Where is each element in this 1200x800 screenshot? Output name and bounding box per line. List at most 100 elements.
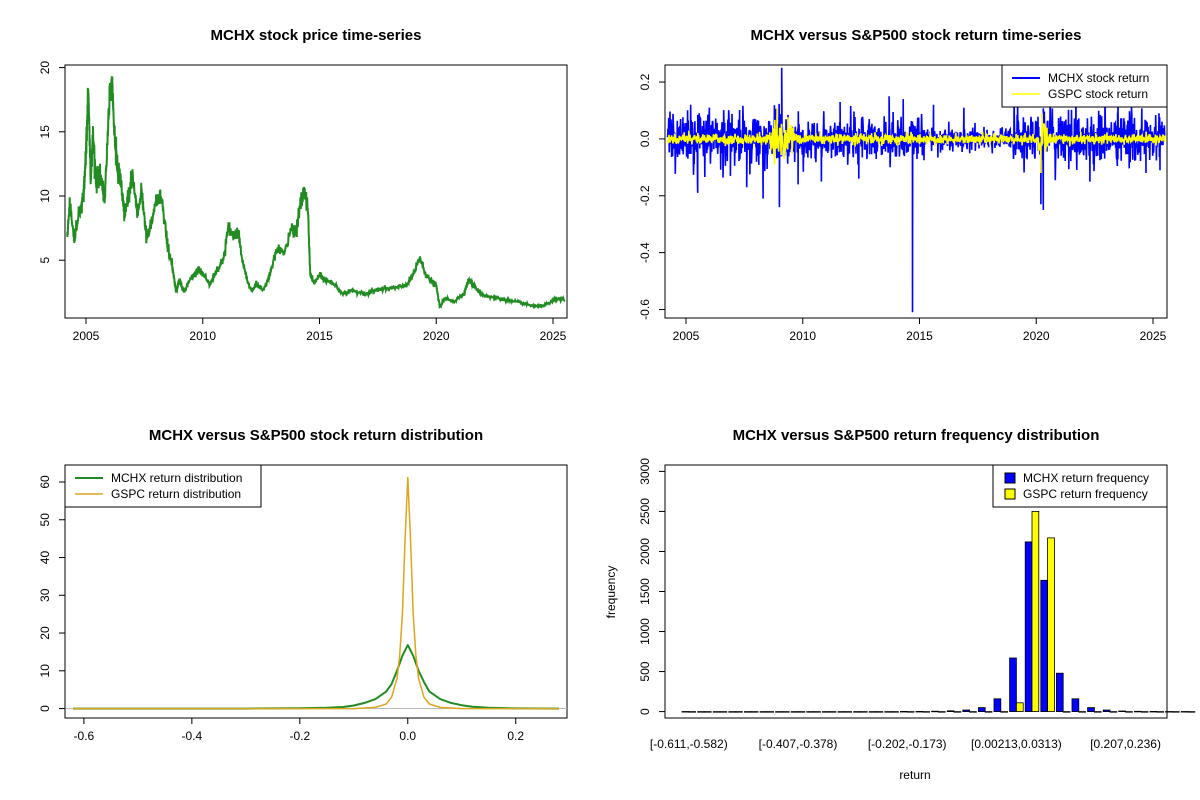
gspc-frequency-bar xyxy=(938,711,946,713)
gspc-frequency-bar xyxy=(1172,711,1180,713)
y-tick-label: 20 xyxy=(38,61,52,75)
gspc-frequency-bar xyxy=(1094,711,1102,713)
mchx-frequency-bar xyxy=(946,710,955,712)
gspc-density-line xyxy=(73,476,559,710)
mchx-frequency-bar xyxy=(759,711,768,713)
price-series-line xyxy=(66,76,566,310)
x-tick-label: 2020 xyxy=(423,329,450,343)
category-label: [-0.202,-0.173) xyxy=(868,737,947,751)
density-chart-title: MCHX versus S&P500 stock return distribu… xyxy=(149,427,483,444)
mchx-frequency-bar xyxy=(1009,657,1017,712)
y-tick-label: 30 xyxy=(38,588,52,602)
gspc-frequency-bar xyxy=(969,711,977,713)
y-tick-label: 2500 xyxy=(638,498,652,525)
legend-label: GSPC return distribution xyxy=(111,487,241,501)
y-tick-label: 2000 xyxy=(638,538,652,565)
frequency-chart-title: MCHX versus S&P500 return frequency dist… xyxy=(733,427,1100,444)
gspc-frequency-bar xyxy=(766,711,774,713)
gspc-frequency-bar xyxy=(813,711,821,713)
gspc-return-line xyxy=(666,107,1166,174)
legend-label: MCHX return distribution xyxy=(111,471,242,485)
y-tick-label: 0 xyxy=(638,708,652,715)
x-tick-label: 2025 xyxy=(540,329,567,343)
y-tick-label: 5 xyxy=(38,257,52,264)
category-label: [-0.611,-0.582) xyxy=(650,737,728,751)
gspc-frequency-bar xyxy=(875,711,884,713)
gspc-frequency-bar xyxy=(860,711,868,713)
mchx-frequency-bar xyxy=(1180,711,1189,713)
mchx-frequency-bar xyxy=(1149,711,1158,713)
x-tick-label: 2010 xyxy=(189,329,216,343)
x-tick-label: 2005 xyxy=(673,329,700,343)
y-tick-label: 40 xyxy=(38,551,52,565)
gspc-frequency-bar xyxy=(688,711,696,713)
gspc-frequency-bar xyxy=(735,711,743,713)
mchx-frequency-bar xyxy=(712,711,721,713)
mchx-frequency-bar xyxy=(822,711,830,713)
mchx-frequency-bar xyxy=(790,711,799,713)
y-tick-label: 3000 xyxy=(638,458,652,485)
mchx-frequency-bar xyxy=(1071,698,1080,712)
y-tick-label: 500 xyxy=(638,661,652,681)
gspc-frequency-bar xyxy=(1187,711,1196,713)
x-tick-label: 0.0 xyxy=(399,729,416,743)
legend-swatch xyxy=(1004,488,1016,500)
x-tick-label: -0.4 xyxy=(182,729,203,743)
gspc-frequency-bar xyxy=(750,711,759,713)
y-tick-label: 10 xyxy=(38,189,52,203)
gspc-frequency-bar xyxy=(1109,711,1118,713)
return-ts-chart-title: MCHX versus S&P500 stock return time-ser… xyxy=(751,27,1082,44)
gspc-frequency-bar xyxy=(1031,510,1040,712)
x-tick-label: 2010 xyxy=(789,329,816,343)
gspc-frequency-bar xyxy=(953,711,962,713)
mchx-frequency-bar xyxy=(1118,710,1127,713)
y-tick-label: 0 xyxy=(38,705,52,712)
mchx-frequency-bar xyxy=(962,709,970,713)
mchx-frequency-bar xyxy=(978,707,986,712)
gspc-frequency-bar xyxy=(782,711,790,713)
gspc-frequency-bar xyxy=(1078,711,1087,713)
legend-swatch xyxy=(1004,472,1016,484)
y-tick-label: 0.0 xyxy=(638,130,652,147)
gspc-frequency-bar xyxy=(1125,711,1133,713)
x-tick-label: 2015 xyxy=(306,329,333,343)
category-label: [0.207,0.236) xyxy=(1090,737,1161,751)
gspc-frequency-bar xyxy=(1000,711,1008,713)
y-tick-label: -0.2 xyxy=(638,185,652,206)
gspc-frequency-bar xyxy=(797,711,806,713)
x-tick-label: -0.6 xyxy=(74,729,95,743)
gspc-frequency-bar xyxy=(1140,711,1149,713)
x-tick-label: -0.2 xyxy=(289,729,310,743)
category-label: [0.00213,0.0313) xyxy=(971,737,1062,751)
gspc-frequency-bar xyxy=(844,711,852,713)
gspc-frequency-bar xyxy=(891,711,899,713)
mchx-frequency-bar xyxy=(1040,579,1049,712)
gspc-frequency-bar xyxy=(704,711,712,713)
y-tick-label: 60 xyxy=(38,475,52,489)
y-tick-label: 15 xyxy=(38,125,52,139)
mchx-frequency-bar xyxy=(1134,710,1142,713)
mchx-frequency-bar xyxy=(728,711,736,713)
y-tick-label: -0.4 xyxy=(638,242,652,263)
category-label: [-0.407,-0.378) xyxy=(759,737,838,751)
gspc-frequency-bar xyxy=(719,711,728,713)
y-tick-label: 1500 xyxy=(638,578,652,605)
legend-label: MCHX stock return xyxy=(1048,71,1149,85)
mchx-frequency-bar xyxy=(1165,711,1173,713)
mchx-frequency-bar xyxy=(681,711,690,713)
mchx-return-line xyxy=(666,67,1166,313)
x-tick-label: 2025 xyxy=(1140,329,1167,343)
gspc-frequency-bar xyxy=(1156,711,1165,713)
legend-label: GSPC stock return xyxy=(1048,87,1148,101)
mchx-frequency-bar xyxy=(900,711,908,713)
gspc-frequency-bar xyxy=(906,711,915,713)
mchx-frequency-bar xyxy=(853,711,861,713)
gspc-frequency-bar xyxy=(1047,537,1055,713)
gspc-frequency-bar xyxy=(1062,711,1071,713)
price-chart-title: MCHX stock price time-series xyxy=(211,27,422,44)
y-tick-label: 1000 xyxy=(638,618,652,645)
gspc-frequency-bar xyxy=(984,711,993,713)
x-tick-label: 2020 xyxy=(1023,329,1050,343)
x-tick-label: 2005 xyxy=(73,329,100,343)
